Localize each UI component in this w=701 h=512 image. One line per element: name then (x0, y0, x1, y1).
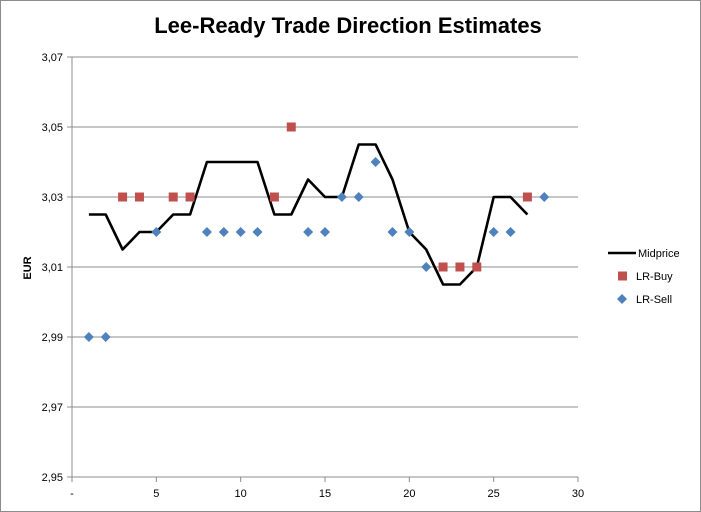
series-midprice (88, 143, 529, 286)
legend-item-lr-sell: LR-Sell (617, 294, 672, 306)
lr-sell-marker (100, 332, 111, 342)
lr-sell-marker (387, 227, 398, 237)
y-tick-label: 3,03 (42, 192, 63, 204)
y-tick-label: 2,95 (42, 472, 63, 484)
y-tick-labels: 2,95 2,97 2,99 3,01 3,03 3,05 3,07 (42, 52, 63, 484)
lr-sell-marker (370, 157, 381, 167)
lr-sell-marker (353, 192, 364, 202)
lr-buy-marker (286, 122, 296, 132)
lr-sell-marker (505, 227, 516, 237)
lr-sell-marker (151, 227, 162, 237)
lr-sell-marker (252, 227, 263, 237)
legend: Midprice LR-Buy LR-Sell (608, 248, 680, 306)
lr-buy-marker (185, 192, 195, 202)
lr-sell-marker (421, 262, 432, 272)
lr-buy-marker (269, 192, 279, 202)
lr-sell-marker (404, 227, 415, 237)
lr-buy-marker (455, 262, 465, 272)
lr-buy-marker (472, 262, 482, 272)
series-lr-sell (83, 157, 550, 342)
lr-sell-marker (201, 227, 212, 237)
lr-buy-marker (134, 192, 144, 202)
x-tick-label: 15 (319, 488, 331, 500)
lr-sell-marker (539, 192, 550, 202)
y-tick-label: 2,97 (42, 402, 63, 414)
lr-sell-marker (218, 227, 229, 237)
lr-sell-marker (235, 227, 246, 237)
lr-buy-marker (522, 192, 532, 202)
x-tick-label: 20 (403, 488, 415, 500)
x-tick-label: - (70, 488, 74, 500)
legend-diamond-swatch (617, 294, 627, 304)
y-tick-label: 2,99 (42, 332, 63, 344)
lr-sell-marker (303, 227, 314, 237)
y-axis-title: EUR (22, 256, 34, 279)
series-lr-buy (118, 122, 532, 272)
lr-sell-marker (488, 227, 499, 237)
axes (67, 56, 579, 482)
y-tick-label: 3,05 (42, 122, 63, 134)
y-tick-label: 3,01 (42, 262, 63, 274)
midprice-line (88, 143, 529, 286)
x-tick-label: 25 (488, 488, 500, 500)
x-tick-label: 10 (235, 488, 247, 500)
legend-item-lr-buy: LR-Buy (618, 271, 673, 283)
lr-sell-marker (336, 192, 347, 202)
lr-sell-marker (83, 332, 94, 342)
gridlines (72, 56, 578, 408)
series-layer (83, 122, 550, 342)
x-tick-label: 5 (153, 488, 159, 500)
lr-sell-marker (320, 227, 330, 237)
legend-item-midprice: Midprice (608, 248, 680, 260)
x-tick-label: 30 (572, 488, 584, 500)
lr-buy-marker (438, 262, 448, 272)
legend-square-swatch (618, 271, 627, 281)
legend-label: LR-Buy (636, 271, 673, 283)
legend-label: LR-Sell (636, 294, 672, 306)
y-tick-label: 3,07 (42, 52, 63, 64)
lr-buy-marker (118, 192, 128, 202)
lr-buy-marker (168, 192, 178, 202)
x-tick-labels: - 5 10 15 20 25 30 (70, 488, 584, 500)
chart-title: Lee-Ready Trade Direction Estimates (154, 13, 542, 38)
legend-label: Midprice (638, 248, 680, 260)
